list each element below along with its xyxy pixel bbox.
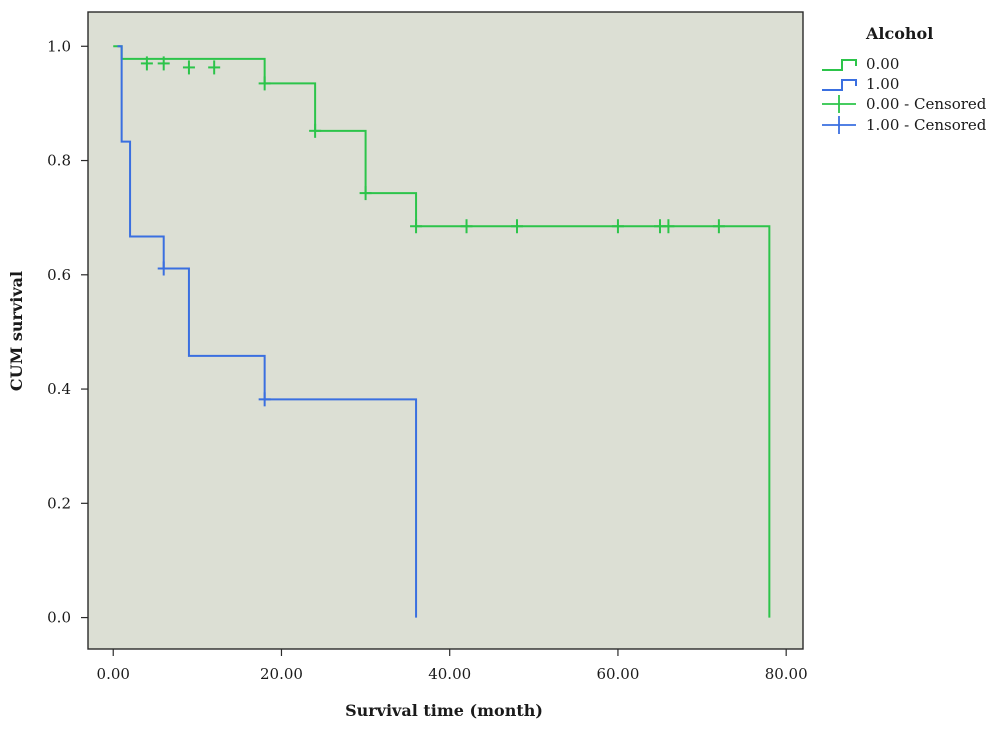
censor-mark — [182, 60, 195, 75]
y-tick-label: 0.2 — [47, 494, 71, 512]
legend: Alcohol 0.00 1.00 0.00 - Censored 1.00 - Ce… — [822, 24, 987, 134]
censor-mark — [511, 219, 523, 234]
x-tick-label: 80.00 — [765, 665, 808, 683]
censor-mark — [140, 56, 153, 71]
legend-label: 0.00 — [866, 55, 899, 73]
censor-mark — [662, 219, 675, 234]
x-axis: 0.00 20.00 40.00 60.00 80.00 — [97, 649, 808, 683]
plot-area — [87, 11, 804, 650]
x-tick-label: 0.00 — [97, 665, 130, 683]
legend-step-swatch — [822, 79, 857, 91]
legend-item: 0.00 — [822, 55, 899, 73]
y-tick-label: 0.4 — [47, 380, 71, 398]
y-tick-label: 0.6 — [47, 266, 71, 284]
censor-mark — [258, 76, 271, 91]
x-axis-title: Survival time (month) — [345, 701, 543, 720]
y-tick-label: 1.0 — [47, 37, 71, 55]
legend-label: 1.00 - Censored — [866, 116, 987, 134]
legend-item: 1.00 — [822, 75, 899, 93]
censor-mark — [611, 219, 624, 234]
y-axis-title: CUM survival — [7, 271, 26, 391]
censor-mark — [712, 219, 725, 234]
y-axis: 0.0 0.2 0.4 0.6 0.8 1.0 — [47, 37, 88, 627]
censor-mark — [258, 392, 271, 407]
y-tick-label: 0.8 — [47, 152, 71, 170]
legend-title: Alcohol — [865, 24, 933, 43]
censor-mark — [157, 56, 170, 71]
censor-mark — [410, 219, 423, 234]
censor-mark — [359, 186, 372, 201]
censor-mark — [460, 219, 473, 234]
legend-label: 0.00 - Censored — [866, 95, 987, 113]
legend-step-swatch — [822, 59, 857, 71]
y-tick-label: 0.0 — [47, 609, 71, 627]
legend-item: 0.00 - Censored — [822, 95, 987, 113]
legend-item: 1.00 - Censored — [822, 116, 987, 134]
censor-mark — [208, 60, 221, 75]
x-tick-label: 20.00 — [260, 665, 303, 683]
legend-label: 1.00 — [866, 75, 899, 93]
x-tick-label: 40.00 — [428, 665, 471, 683]
survival-curves — [113, 45, 771, 618]
censor-mark — [309, 123, 322, 138]
x-tick-label: 60.00 — [596, 665, 639, 683]
censor-mark — [157, 261, 170, 276]
